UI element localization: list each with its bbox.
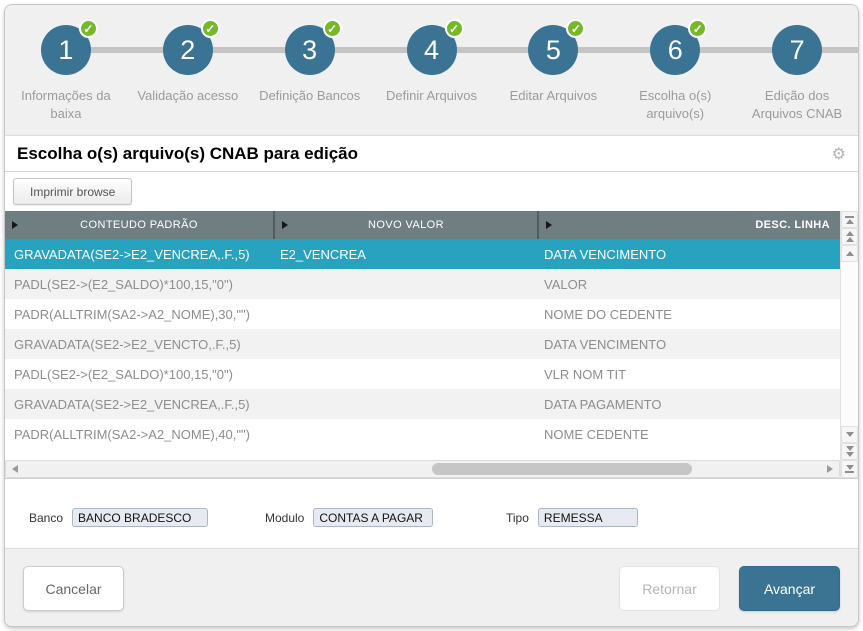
scroll-to-bottom-button[interactable] — [841, 460, 858, 478]
step-label: Editar Arquivos — [509, 88, 598, 103]
stepper-connector-line — [66, 47, 858, 53]
check-icon: ✓ — [200, 19, 220, 38]
table-header-row: CONTEUDO PADRÃO NOVO VALOR DESC. LINHA — [5, 211, 840, 239]
wizard-window: 1 ✓ Informações da baixa 2 ✓ Validação a… — [4, 4, 859, 627]
column-header-desc-linha[interactable]: DESC. LINHA — [537, 211, 840, 239]
arrow-down-icon — [845, 432, 854, 437]
column-header-conteudo-padrao[interactable]: CONTEUDO PADRÃO — [5, 211, 273, 239]
cell-conteudo-padrao[interactable]: PADL(SE2->(E2_SALDO)*100,15,"0") — [14, 366, 233, 382]
cell-conteudo-padrao[interactable]: PADR(ALLTRIM(SA2->A2_NOME),40,"") — [14, 426, 250, 442]
column-marker-icon — [12, 221, 18, 229]
step-label: Definição Bancos — [259, 88, 361, 103]
step-6-escolha-arquivos[interactable]: 6 ✓ Escolha o(s) arquivo(s) — [614, 5, 736, 135]
arrow-right-icon[interactable] — [827, 465, 833, 473]
column-marker-icon — [282, 221, 288, 229]
table-row[interactable]: GRAVADATA(SE2->E2_VENCREA,.F.,5) DATA PA… — [5, 389, 840, 419]
banco-field[interactable] — [72, 508, 209, 527]
step-5-editar-arquivos[interactable]: 5 ✓ Editar Arquivos — [492, 5, 614, 135]
scroll-to-top-button[interactable] — [841, 211, 858, 228]
imprimir-browse-button[interactable]: Imprimir browse — [13, 178, 133, 205]
gear-icon[interactable]: ⚙ — [831, 143, 846, 163]
table-row[interactable]: GRAVADATA(SE2->E2_VENCTO,.F.,5) DATA VEN… — [5, 329, 840, 359]
cell-desc-linha[interactable]: VLR NOM TIT — [544, 366, 627, 382]
avancar-button[interactable]: Avançar — [739, 566, 840, 611]
step-circle: 2 ✓ — [162, 19, 220, 75]
wizard-stepper: 1 ✓ Informações da baixa 2 ✓ Validação a… — [5, 5, 858, 136]
check-icon: ✓ — [566, 19, 586, 38]
scroll-up-button[interactable] — [841, 245, 858, 262]
step-circle: 6 ✓ — [650, 19, 708, 75]
step-circle: 7 — [772, 25, 823, 75]
cell-conteudo-padrao[interactable]: PADR(ALLTRIM(SA2->A2_NOME),30,"") — [14, 306, 250, 322]
check-icon: ✓ — [78, 19, 98, 38]
step-circle: 4 ✓ — [406, 19, 464, 75]
arrow-up-icon — [845, 218, 854, 224]
cell-conteudo-padrao[interactable]: GRAVADATA(SE2->E2_VENCREA,.F.,5) — [14, 246, 250, 262]
scrollbar-corner — [840, 460, 858, 478]
scroll-bottom-line-icon — [845, 471, 854, 473]
step-4-definir-arquivos[interactable]: 4 ✓ Definir Arquivos — [371, 5, 493, 135]
banco-label: Banco — [29, 510, 64, 525]
check-icon: ✓ — [688, 19, 708, 38]
modulo-label: Modulo — [265, 510, 305, 525]
step-3-definicao-bancos[interactable]: 3 ✓ Definição Bancos — [249, 5, 371, 135]
cell-desc-linha[interactable]: NOME DO CEDENTE — [544, 306, 672, 322]
tipo-field[interactable] — [537, 508, 638, 527]
cnab-browse-table: CONTEUDO PADRÃO NOVO VALOR DESC. LINHA G… — [5, 211, 858, 478]
horizontal-scrollbar[interactable] — [5, 460, 840, 478]
arrow-up-icon — [845, 231, 854, 236]
scroll-page-down-button[interactable] — [841, 443, 858, 460]
retornar-button[interactable]: Retornar — [619, 566, 720, 611]
step-label: Escolha o(s) arquivo(s) — [639, 88, 712, 121]
table-row[interactable]: PADR(ALLTRIM(SA2->A2_NOME),40,"") NOME C… — [5, 419, 840, 449]
arrow-up-icon — [845, 251, 854, 256]
step-label: Edição dos Arquivos CNAB — [751, 88, 843, 121]
column-marker-icon — [546, 221, 552, 229]
modulo-field[interactable] — [313, 508, 434, 527]
step-7-edicao-arquivos-cnab[interactable]: 7 Edição dos Arquivos CNAB — [736, 5, 858, 135]
details-form: Banco Modulo Tipo — [5, 478, 858, 548]
arrow-down-icon — [845, 446, 854, 451]
step-circle: 5 ✓ — [528, 19, 586, 75]
arrow-down-icon — [845, 465, 854, 470]
horizontal-scroll-thumb[interactable] — [432, 463, 692, 475]
check-icon: ✓ — [322, 19, 342, 38]
scroll-top-line-icon — [845, 215, 854, 218]
column-header-novo-valor[interactable]: NOVO VALOR — [273, 211, 537, 239]
table-row[interactable]: PADL(SE2->(E2_SALDO)*100,15,"0") VALOR — [5, 269, 840, 299]
cancelar-button[interactable]: Cancelar — [23, 566, 124, 611]
tipo-label: Tipo — [506, 510, 529, 525]
arrow-left-icon[interactable] — [12, 465, 18, 473]
page-title: Escolha o(s) arquivo(s) CNAB para edição — [17, 143, 359, 163]
cell-conteudo-padrao[interactable]: PADL(SE2->(E2_SALDO)*100,15,"0") — [14, 276, 233, 292]
step-circle: 1 ✓ — [40, 19, 98, 75]
vertical-scrollbar[interactable] — [840, 211, 858, 460]
table-row-selected[interactable]: GRAVADATA(SE2->E2_VENCREA,.F.,5) E2_VENC… — [5, 239, 840, 269]
step-label: Informações da baixa — [21, 88, 111, 121]
scroll-down-button[interactable] — [841, 426, 858, 443]
table-row[interactable]: PADR(ALLTRIM(SA2->A2_NOME),30,"") NOME D… — [5, 299, 840, 329]
arrow-down-icon — [845, 452, 854, 457]
cell-conteudo-padrao[interactable]: GRAVADATA(SE2->E2_VENCREA,.F.,5) — [14, 396, 250, 412]
cell-desc-linha[interactable]: DATA PAGAMENTO — [544, 396, 662, 412]
arrow-up-icon — [845, 237, 854, 242]
cell-novo-valor[interactable]: E2_VENCREA — [280, 246, 366, 262]
step-2-validacao-acesso[interactable]: 2 ✓ Validação acesso — [127, 5, 249, 135]
wizard-footer: Cancelar Retornar Avançar — [5, 548, 858, 626]
cell-desc-linha[interactable]: NOME CEDENTE — [544, 426, 649, 442]
vertical-scroll-track[interactable] — [841, 262, 858, 426]
cell-conteudo-padrao[interactable]: GRAVADATA(SE2->E2_VENCTO,.F.,5) — [14, 336, 241, 352]
cell-desc-linha[interactable]: VALOR — [544, 276, 588, 292]
check-icon: ✓ — [444, 19, 464, 38]
titlebar: Escolha o(s) arquivo(s) CNAB para edição… — [5, 136, 858, 172]
step-circle: 3 ✓ — [284, 19, 342, 75]
cell-desc-linha[interactable]: DATA VENCIMENTO — [544, 336, 667, 352]
cell-desc-linha[interactable]: DATA VENCIMENTO — [544, 246, 667, 262]
step-1-informacoes-da-baixa[interactable]: 1 ✓ Informações da baixa — [5, 5, 127, 135]
step-label: Definir Arquivos — [385, 88, 478, 103]
step-label: Validação acesso — [137, 88, 239, 103]
scroll-page-up-button[interactable] — [841, 228, 858, 245]
table-row[interactable]: PADL(SE2->(E2_SALDO)*100,15,"0") VLR NOM… — [5, 359, 840, 389]
toolbar: Imprimir browse — [5, 172, 858, 211]
